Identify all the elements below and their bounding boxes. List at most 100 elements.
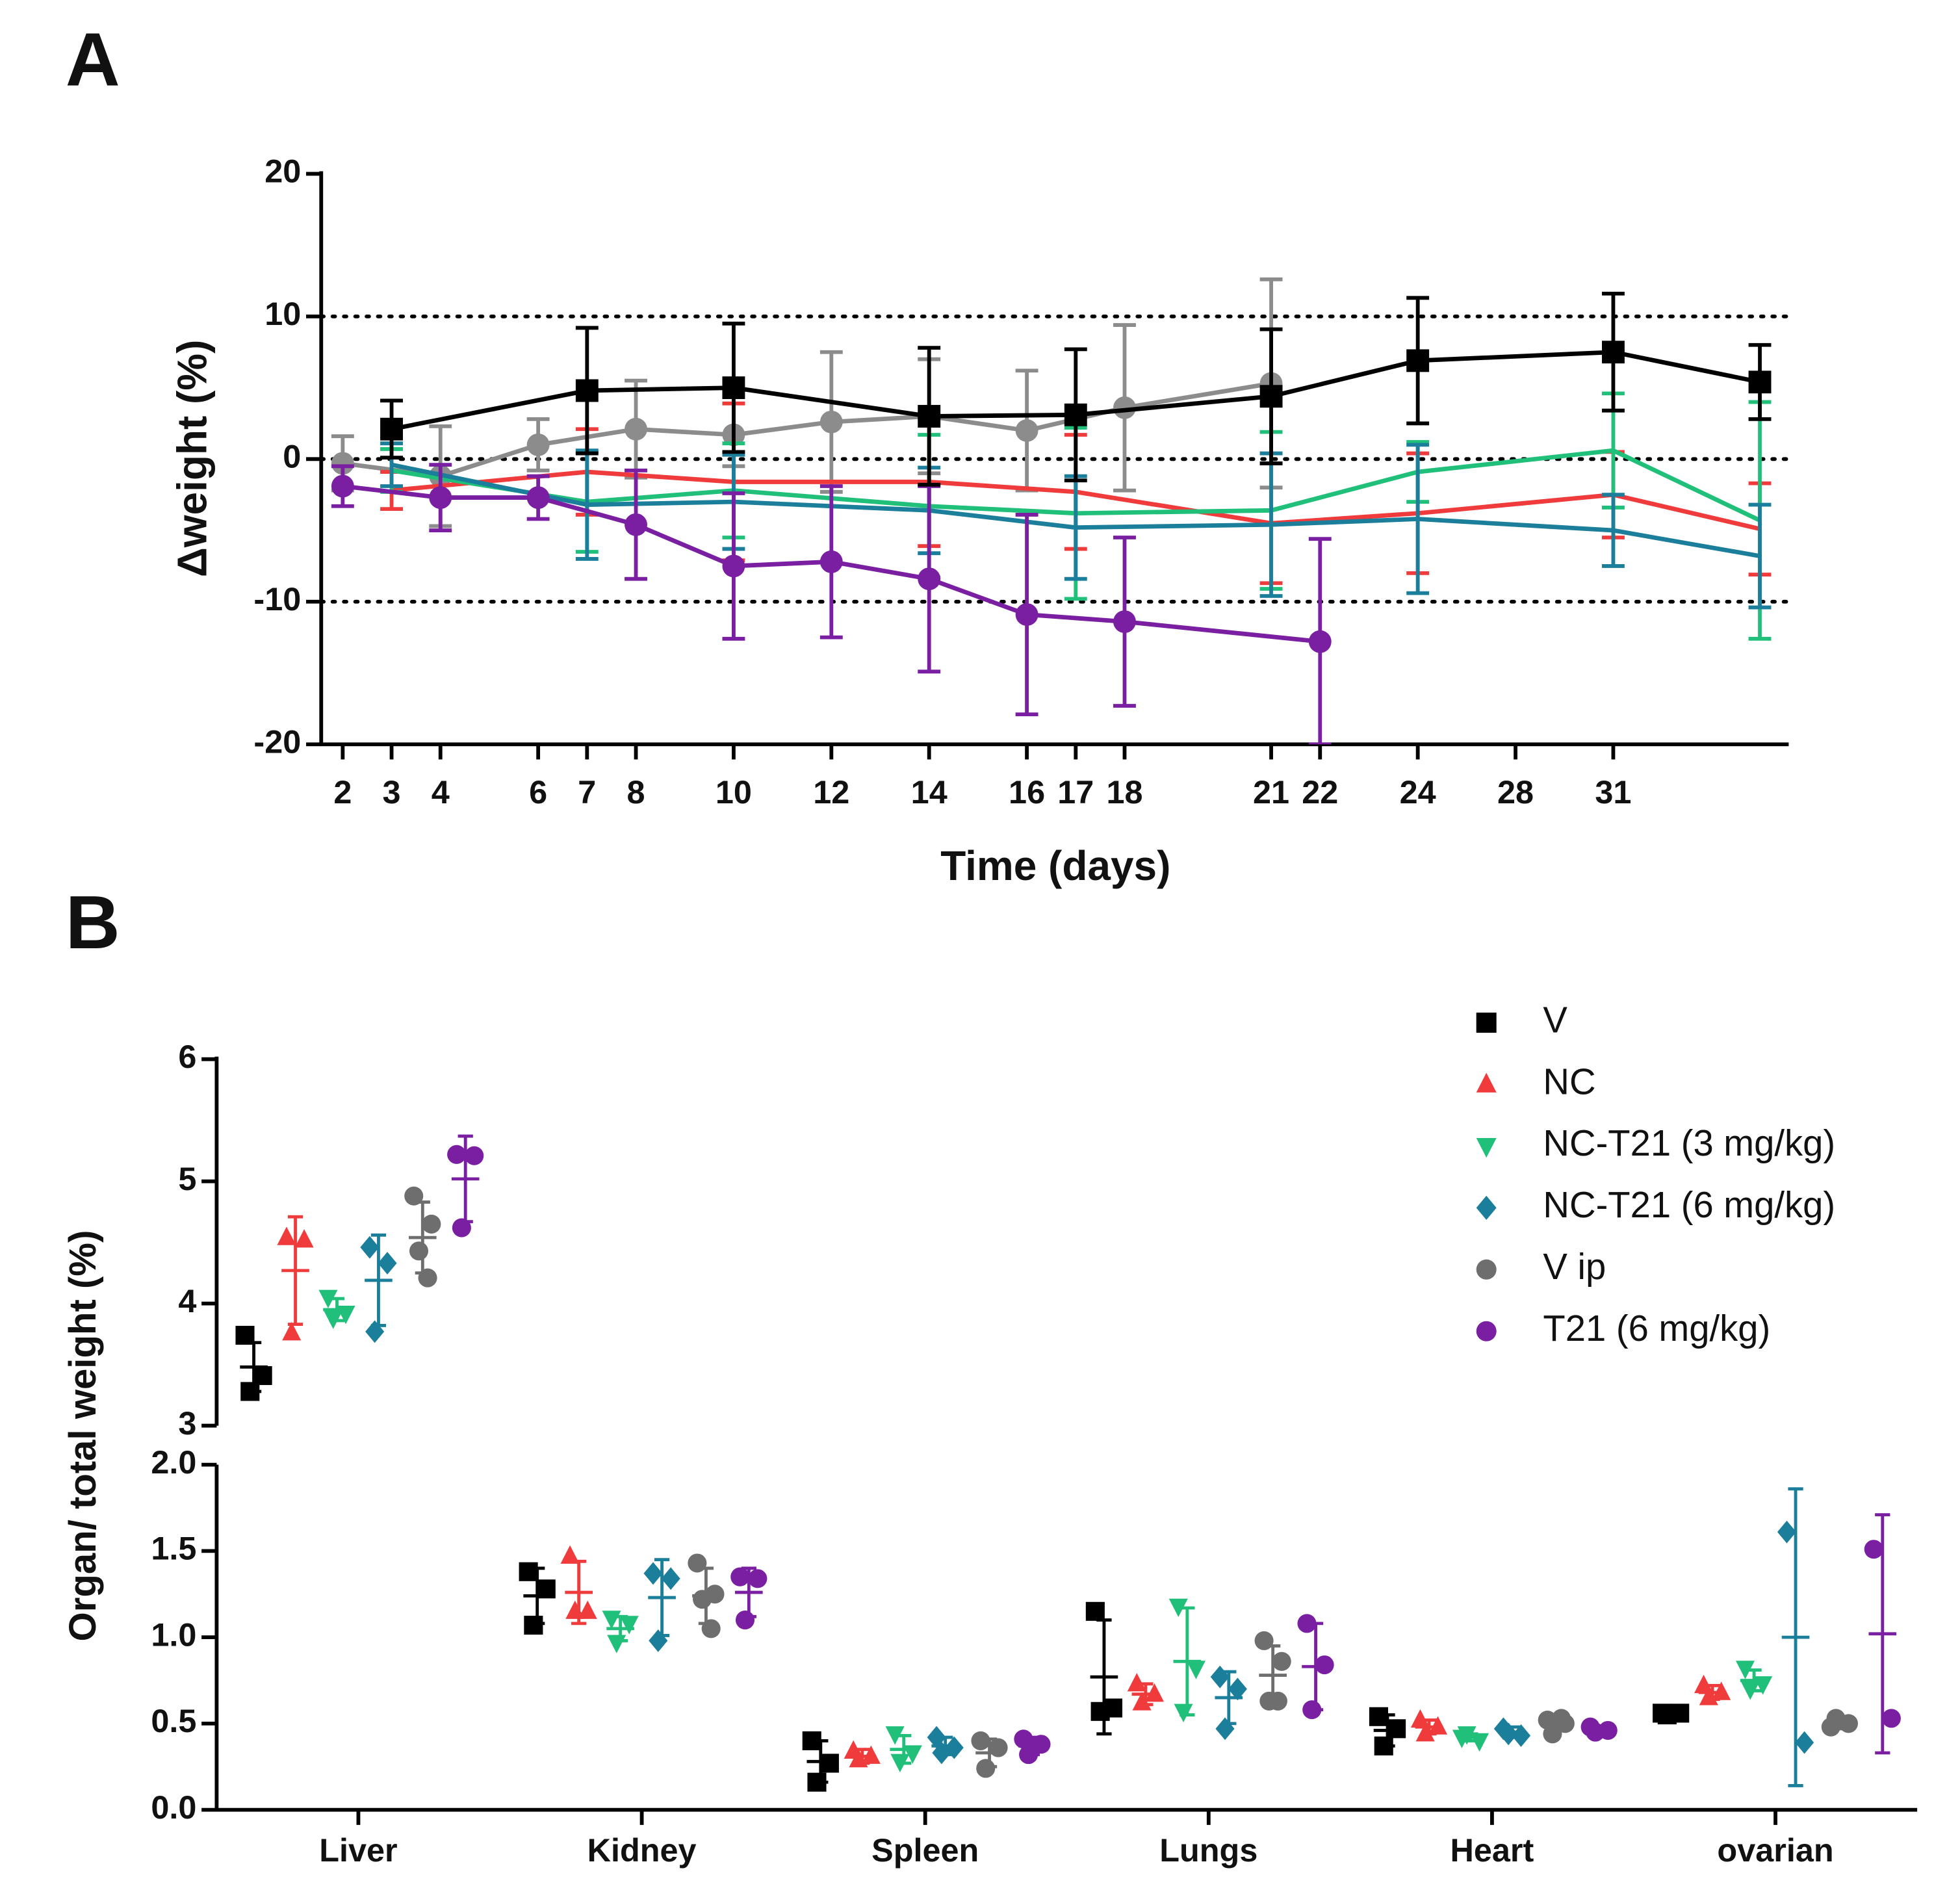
marker <box>819 550 843 573</box>
marker <box>722 554 745 578</box>
marker <box>643 1562 663 1585</box>
marker <box>932 1741 951 1765</box>
marker <box>1410 1709 1430 1728</box>
marker <box>565 1600 585 1619</box>
x-tick-label: 21 <box>1253 773 1289 810</box>
y-tick-label: 20 <box>264 153 301 190</box>
marker <box>1186 1661 1206 1679</box>
legend-marker <box>1476 1195 1497 1220</box>
marker <box>452 1218 471 1237</box>
marker <box>1406 349 1430 372</box>
marker <box>1551 1709 1571 1728</box>
x-tick-label: 4 <box>432 773 450 810</box>
marker <box>1210 1665 1230 1689</box>
marker <box>1748 370 1772 394</box>
marker <box>661 1567 680 1590</box>
error-bar <box>1601 493 1625 568</box>
marker <box>1499 1722 1518 1746</box>
y-tick-label: 2.0 <box>151 1443 196 1481</box>
marker <box>1085 1601 1105 1621</box>
marker <box>607 1635 626 1653</box>
legend-label: V <box>1543 999 1567 1040</box>
x-tick-label: 10 <box>716 773 752 810</box>
x-tick-label: 22 <box>1302 773 1338 810</box>
marker <box>1254 1631 1274 1650</box>
series-line <box>342 484 1321 644</box>
marker <box>625 417 647 441</box>
marker <box>524 1616 543 1635</box>
marker <box>1302 1700 1322 1720</box>
marker <box>890 1754 910 1772</box>
marker <box>1019 1745 1038 1765</box>
x-tick-label: 31 <box>1595 773 1631 810</box>
marker <box>1113 610 1136 633</box>
y-tick-label: 0.5 <box>151 1702 196 1739</box>
marker <box>324 1310 343 1329</box>
marker <box>1272 1651 1291 1671</box>
marker <box>380 417 403 441</box>
marker <box>1215 1717 1235 1741</box>
marker <box>1308 630 1332 653</box>
marker <box>1415 1723 1435 1742</box>
marker <box>976 1759 996 1778</box>
marker <box>365 1320 385 1343</box>
marker <box>701 1619 721 1638</box>
y-tick-label: -20 <box>253 723 301 760</box>
y-tick-label: 1.5 <box>151 1530 196 1567</box>
x-tick-label: 14 <box>911 773 948 810</box>
marker <box>1795 1731 1814 1754</box>
marker <box>1144 1683 1164 1702</box>
error-bar <box>1406 443 1430 595</box>
marker <box>1315 1655 1334 1675</box>
marker <box>519 1562 538 1581</box>
marker <box>722 376 745 400</box>
y-tick-label: 10 <box>264 295 301 332</box>
marker <box>318 1289 338 1308</box>
marker <box>1015 419 1038 442</box>
x-tick-label: 2 <box>333 773 352 810</box>
marker <box>1090 1702 1110 1721</box>
marker <box>730 1567 750 1586</box>
x-tick-label: Heart <box>1451 1832 1534 1869</box>
marker <box>1369 1707 1389 1726</box>
x-tick-label: 3 <box>383 773 401 810</box>
x-tick-label: 18 <box>1106 773 1142 810</box>
legend-marker <box>1476 1321 1497 1341</box>
marker <box>1297 1614 1317 1633</box>
panel-label: B <box>66 880 120 964</box>
x-tick-label: 8 <box>627 773 645 810</box>
legend-marker <box>1476 1137 1497 1158</box>
marker <box>1511 1724 1531 1747</box>
marker <box>602 1611 621 1629</box>
error-bar <box>1748 502 1772 610</box>
marker <box>1428 1716 1448 1735</box>
marker <box>235 1325 255 1345</box>
marker <box>918 567 941 591</box>
y-tick-label: 4 <box>178 1282 196 1319</box>
y-tick-label: 1.0 <box>151 1616 196 1653</box>
marker <box>282 1322 302 1341</box>
x-tick-label: Kidney <box>587 1832 697 1869</box>
x-axis-title: Time (days) <box>940 842 1170 889</box>
marker <box>1268 1691 1287 1711</box>
marker <box>536 1579 556 1599</box>
marker <box>849 1748 868 1768</box>
legend-marker <box>1476 1259 1497 1280</box>
x-tick-label: ovarian <box>1717 1832 1833 1869</box>
marker <box>575 379 599 402</box>
marker <box>688 1553 707 1573</box>
y-tick-label: 0.0 <box>151 1789 196 1826</box>
marker <box>240 1382 260 1401</box>
marker <box>1699 1687 1718 1705</box>
marker <box>807 1772 827 1792</box>
y-axis-title: Organ/ total weight (%) <box>62 1230 104 1642</box>
legend-marker <box>1476 1072 1497 1093</box>
legend-label: NC-T21 (3 mg/kg) <box>1543 1122 1835 1163</box>
x-tick-label: Liver <box>319 1832 397 1869</box>
marker <box>331 452 354 475</box>
marker <box>1543 1724 1562 1744</box>
marker <box>336 1306 355 1325</box>
marker <box>1740 1681 1760 1700</box>
marker <box>918 405 941 428</box>
